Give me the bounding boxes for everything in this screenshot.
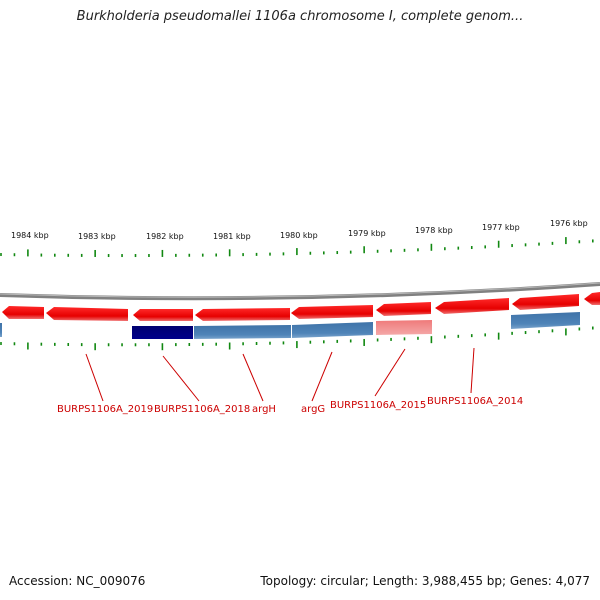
label-leader-lines (85, 347, 475, 402)
genome-backbone (0, 282, 600, 301)
forward-gene[interactable] (435, 298, 509, 314)
reverse-gene[interactable] (0, 323, 2, 337)
reverse-strand-genes (0, 312, 580, 339)
genome-backbone-highlight (0, 282, 600, 298)
reverse-gene-argG[interactable] (292, 322, 373, 338)
gene-labels: BURPS1106A_2019 BURPS1106A_2018 argH arg… (57, 396, 523, 415)
gene-label[interactable]: argG (301, 404, 325, 415)
upper-tick-marks (0, 237, 594, 258)
forward-gene[interactable] (46, 307, 128, 321)
leader-line (242, 353, 264, 402)
scale-label: 1979 kbp (348, 229, 386, 238)
selected-gene-BURPS1106A_2018[interactable] (132, 326, 193, 339)
gene-label[interactable]: BURPS1106A_2015 (330, 400, 426, 411)
scale-label: 1981 kbp (213, 232, 251, 241)
reverse-gene-argH[interactable] (194, 325, 291, 339)
scale-label: 1976 kbp (550, 219, 588, 228)
forward-gene[interactable] (512, 294, 579, 310)
forward-strand-genes (2, 292, 600, 321)
accession-text: Accession: NC_009076 (9, 574, 146, 588)
gene-label[interactable]: BURPS1106A_2014 (427, 396, 523, 407)
genome-summary-text: Topology: circular; Length: 3,988,455 bp… (260, 574, 590, 588)
forward-gene[interactable] (376, 302, 431, 316)
scale-label: 1984 kbp (11, 231, 49, 240)
forward-gene[interactable] (584, 292, 600, 305)
forward-gene[interactable] (2, 306, 44, 319)
forward-gene[interactable] (133, 309, 193, 321)
map-title: Burkholderia pseudomallei 1106a chromoso… (76, 9, 524, 24)
scale-label: 1982 kbp (146, 232, 184, 241)
gene-label[interactable]: argH (252, 404, 276, 415)
leader-line (374, 348, 406, 397)
scale-label: 1978 kbp (415, 226, 453, 235)
scale-label: 1980 kbp (280, 231, 318, 240)
forward-gene[interactable] (195, 308, 290, 321)
leader-line (470, 347, 475, 394)
scale-labels: 1984 kbp 1983 kbp 1982 kbp 1981 kbp 1980… (11, 219, 588, 241)
pseudo-gene-BURPS1106A_2015[interactable] (376, 320, 432, 335)
scale-label: 1977 kbp (482, 223, 520, 232)
leader-line (162, 355, 200, 402)
gene-label[interactable]: BURPS1106A_2018 (154, 404, 250, 415)
lower-tick-marks (0, 326, 594, 351)
leader-line (311, 351, 333, 402)
gene-label[interactable]: BURPS1106A_2019 (57, 404, 153, 415)
leader-line (85, 353, 104, 402)
reverse-gene-BURPS1106A_2014[interactable] (511, 312, 580, 329)
scale-label: 1983 kbp (78, 232, 116, 241)
forward-gene[interactable] (291, 305, 373, 319)
